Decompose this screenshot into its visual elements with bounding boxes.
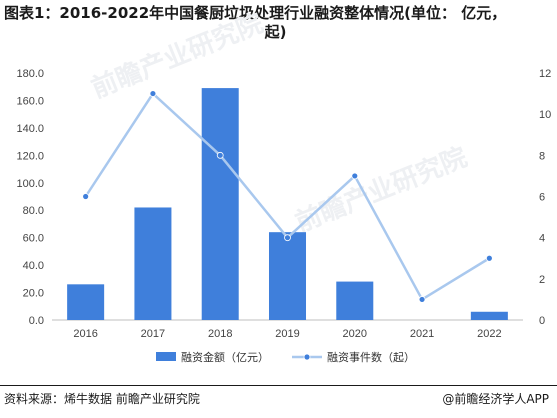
legend-swatch-bar — [156, 352, 176, 361]
y-left-tick-label: 40.0 — [23, 260, 44, 272]
legend-label-line: 融资事件数（起） — [327, 351, 415, 364]
brand-credit: @前瞻经济学人APP — [442, 392, 549, 406]
x-tick-label: 2021 — [410, 328, 434, 340]
x-tick-label: 2020 — [343, 328, 367, 340]
y-left-tick-label: 140.0 — [16, 123, 44, 135]
bar-2018 — [201, 88, 239, 320]
ticks-layer: 0.0 20.0 40.0 60.0 80.0 100.0 120.0 140.0 160.0 1… — [16, 68, 551, 340]
chart-title-line2: 起) — [264, 23, 287, 41]
bar-2020 — [336, 281, 374, 320]
point-2022 — [485, 254, 493, 262]
point-2018 — [216, 151, 224, 159]
y-right-tick-label: 12 — [539, 68, 551, 80]
watermark-text: 前瞻产业研究院 — [87, 8, 267, 105]
point-2021 — [418, 296, 426, 303]
x-tick-label: 2018 — [208, 328, 232, 340]
point-2020 — [351, 172, 359, 180]
bar-2016 — [67, 284, 105, 320]
y-right-tick-label: 4 — [539, 233, 545, 245]
y-right-tick-label: 10 — [539, 109, 551, 121]
chart-title: 图表1：2016-2022年中国餐厨垃圾处理行业融资整体情况(单位： 亿元， 起… — [4, 4, 553, 42]
bars-layer — [67, 88, 508, 320]
point-2017 — [149, 90, 157, 97]
y-left-tick-label: 60.0 — [23, 233, 44, 245]
y-right-tick-label: 6 — [539, 192, 545, 204]
y-right-tick-label: 0 — [539, 315, 545, 327]
chart-title-line1: 图表1：2016-2022年中国餐厨垃圾处理行业融资整体情况(单位： 亿元， — [4, 4, 507, 22]
legend: 融资金额（亿元） 融资事件数（起） — [156, 350, 415, 364]
point-2016 — [82, 193, 90, 200]
x-tick-label: 2016 — [73, 328, 97, 340]
x-tick-label: 2019 — [275, 328, 299, 340]
bar-2022 — [470, 311, 508, 320]
y-left-tick-label: 20.0 — [23, 288, 44, 300]
y-left-tick-label: 100.0 — [16, 178, 44, 190]
line-layer — [82, 90, 493, 303]
footer-divider — [0, 385, 557, 386]
y-left-tick-label: 80.0 — [23, 205, 44, 217]
y-right-tick-label: 2 — [539, 274, 545, 286]
x-tick-label: 2017 — [141, 328, 165, 340]
x-tick-label: 2022 — [477, 328, 501, 340]
bar-2019 — [268, 232, 307, 320]
bar-2017 — [134, 207, 172, 320]
legend-swatch-marker — [303, 353, 311, 361]
y-right-tick-label: 8 — [539, 150, 545, 162]
source-note: 资料来源：烯牛数据 前瞻产业研究院 — [4, 392, 200, 406]
point-2019 — [284, 234, 291, 242]
y-left-tick-label: 120.0 — [16, 150, 44, 162]
y-left-tick-label: 160.0 — [16, 95, 44, 107]
y-left-tick-label: 0.0 — [29, 315, 44, 327]
legend-label-bar: 融资金额（亿元） — [181, 350, 269, 364]
y-left-tick-label: 180.0 — [16, 68, 44, 80]
